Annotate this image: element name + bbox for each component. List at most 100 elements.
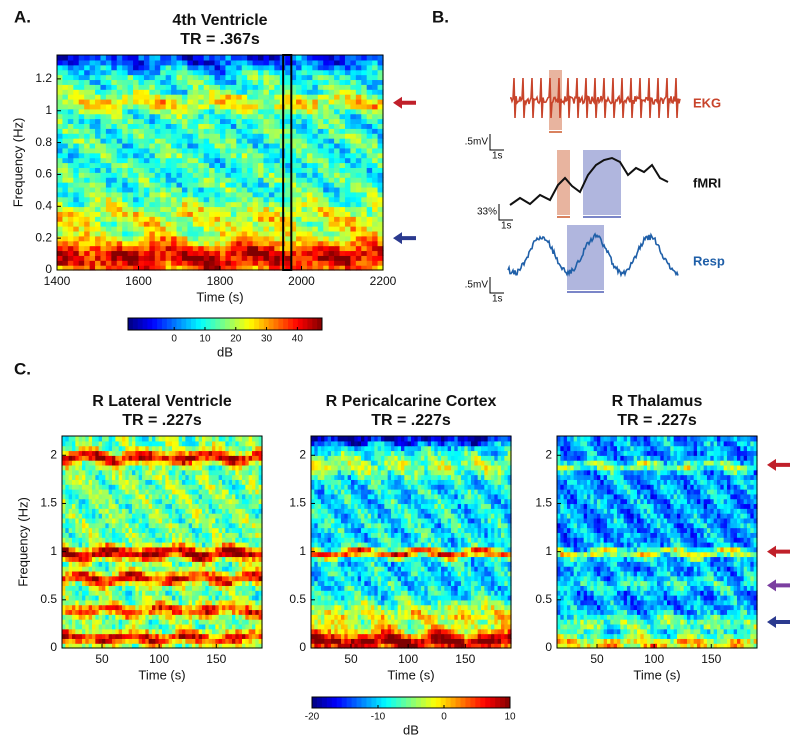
spectrogram-cell [255, 633, 260, 639]
spectrogram-cell [247, 260, 254, 266]
spectrogram-cell [296, 230, 303, 237]
spectrogram-cell [133, 240, 140, 247]
spectrogram-cell [72, 590, 76, 596]
spectrogram-cell [92, 464, 96, 471]
spectrogram-cell [290, 226, 297, 232]
spectrogram-cell [82, 532, 86, 538]
spectrogram-cell [236, 240, 243, 247]
spectrogram-cell [355, 103, 362, 110]
spectrogram-cell [181, 84, 188, 90]
spectrogram-cell [334, 69, 341, 76]
spectrogram-cell [208, 590, 213, 596]
spectrogram-cell [92, 546, 96, 553]
spectrogram-cell [178, 517, 183, 524]
spectrogram-cell [165, 527, 170, 533]
spectrogram-cell [181, 196, 188, 203]
spectrogram-cell [372, 235, 379, 242]
spectrogram-cell [205, 513, 210, 519]
spectrogram-cell [92, 508, 96, 514]
spectrogram-cell [181, 167, 188, 173]
spectrogram-cell [145, 561, 150, 567]
spectrogram-cell [176, 265, 183, 271]
spectrogram-cell [235, 595, 240, 601]
spectrogram-cell [135, 623, 140, 630]
spectrogram-cell [111, 108, 118, 115]
spectrogram-cell [215, 566, 220, 572]
spectrogram-cell [301, 142, 308, 149]
spectrogram-cell [195, 469, 200, 476]
spectrogram-cell [247, 103, 254, 110]
spectrogram-cell [248, 469, 253, 476]
spectrogram-cell [111, 245, 118, 252]
spectrogram-cell [112, 479, 116, 485]
colorbar-tick-label: 20 [230, 334, 242, 345]
spectrogram-cell [155, 522, 160, 529]
spectrogram-cell [242, 556, 246, 562]
spectrogram-cell [215, 585, 220, 591]
spectrogram-cell [192, 128, 199, 134]
spectrogram-cell [98, 542, 103, 548]
spectrogram-cell [258, 556, 263, 562]
spectrogram-cell [75, 580, 80, 586]
spectrogram-cell [230, 221, 237, 227]
spectrogram-cell [220, 94, 227, 100]
spectrogram-cell [185, 566, 190, 572]
spectrogram-cell [84, 230, 91, 237]
spectrogram-cell [108, 522, 113, 529]
spectrogram-cell [88, 570, 93, 577]
spectrogram-cell [138, 108, 145, 115]
spectrogram-cell [372, 89, 379, 95]
spectrogram-cell [323, 240, 330, 247]
spectrogram-cell [350, 211, 357, 217]
spectrogram-cell [165, 522, 170, 529]
spectrogram-cell [62, 474, 66, 480]
spectrogram-cell [65, 604, 70, 611]
spectrogram-cell [222, 542, 226, 548]
spectrogram-cell [350, 250, 357, 256]
spectrogram-cell [263, 118, 270, 125]
spectrogram-cell [67, 142, 74, 149]
spectrogram-cell [212, 479, 216, 485]
marker-arrow [393, 232, 416, 245]
spectrogram-cell [132, 609, 136, 615]
spectrogram-cell [112, 561, 116, 567]
spectrogram-cell [98, 479, 103, 485]
spectrogram-cell [323, 201, 330, 208]
spectrogram-cell [235, 623, 240, 630]
spectrogram-cell [247, 167, 254, 173]
spectrogram-cell [290, 59, 297, 66]
spectrogram-cell [241, 260, 248, 266]
spectrogram-cell [290, 260, 297, 266]
spectrogram-cell [228, 643, 233, 649]
spectrogram-cell [366, 69, 373, 76]
spectrogram-cell [198, 599, 203, 606]
spectrogram-cell [78, 162, 85, 168]
spectrogram-cell [168, 489, 173, 495]
spectrogram-cell [235, 489, 240, 495]
spectrogram-cell [255, 532, 260, 538]
spectrogram-cell [133, 235, 140, 242]
spectrogram-cell [82, 638, 86, 644]
spectrogram-cell [154, 172, 161, 178]
spectrogram-cell [285, 89, 292, 95]
spectrogram-cell [252, 546, 256, 553]
spectrogram-cell [225, 575, 230, 582]
spectrogram-cell [92, 643, 96, 649]
spectrogram-cell [323, 265, 330, 271]
spectrogram-cell [350, 103, 357, 110]
spectrogram-cell [89, 103, 96, 110]
spectrogram-cell [268, 216, 275, 222]
spectrogram-cell [192, 479, 196, 485]
spectrogram-cell [138, 250, 145, 256]
spectrogram-cell [75, 551, 80, 558]
spectrogram-cell [195, 522, 200, 529]
spectrogram-cell [252, 108, 259, 115]
spectrogram-cell [187, 118, 194, 125]
spectrogram-cell [188, 599, 193, 606]
spectrogram-cell [268, 55, 275, 61]
spectrogram-cell [212, 503, 216, 509]
spectrogram-cell [143, 182, 150, 188]
spectrogram-cell [65, 484, 70, 490]
spectrogram-cell [95, 260, 102, 266]
spectrogram-cell [285, 98, 292, 105]
